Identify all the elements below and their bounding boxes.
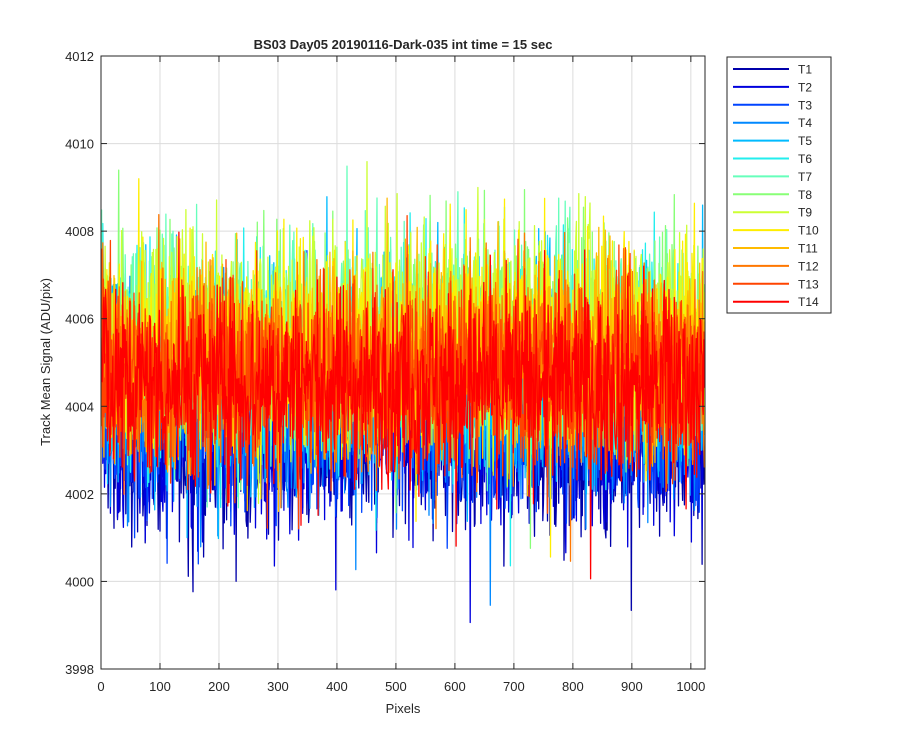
chart-title: BS03 Day05 20190116-Dark-035 int time = … (254, 37, 553, 52)
legend: T1 T2 T3 T4 T5 T6 T7 T8 T9 T10 T11 T12 T13 T14 (726, 56, 832, 314)
series-group (101, 161, 705, 624)
y-tick-label: 4004 (65, 399, 94, 414)
legend-label-t13: T13 (798, 277, 819, 291)
x-axis-label: Pixels (386, 701, 421, 716)
legend-label-t11: T11 (798, 242, 818, 256)
y-tick-label: 4012 (65, 49, 94, 64)
x-axis: 0 100 200 300 400 500 600 700 800 900 1000 (97, 56, 705, 694)
y-axis-label: Track Mean Signal (ADU/pix) (38, 278, 53, 446)
legend-label-t6: T6 (798, 152, 812, 166)
legend-box (726, 56, 832, 314)
legend-label-t5: T5 (798, 134, 812, 148)
x-tick-label: 300 (267, 679, 289, 694)
y-tick-label: 3998 (65, 662, 94, 677)
legend-label-t4: T4 (798, 116, 812, 130)
x-tick-label: 0 (97, 679, 104, 694)
legend-label-t3: T3 (798, 98, 812, 112)
x-tick-label: 800 (562, 679, 584, 694)
legend-label-t12: T12 (798, 259, 819, 273)
x-tick-label: 700 (503, 679, 525, 694)
y-tick-label: 4000 (65, 574, 94, 589)
x-tick-label: 1000 (676, 679, 705, 694)
y-tick-label: 4002 (65, 487, 94, 502)
y-tick-label: 4008 (65, 224, 94, 239)
legend-label-t8: T8 (798, 188, 812, 202)
legend-label-t7: T7 (798, 170, 812, 184)
y-tick-label: 4006 (65, 312, 94, 327)
plot-area-frame (100, 55, 706, 670)
x-tick-label: 100 (149, 679, 171, 694)
x-tick-label: 200 (208, 679, 230, 694)
x-tick-label: 500 (385, 679, 407, 694)
legend-label-t14: T14 (798, 295, 819, 309)
legend-label-t1: T1 (798, 63, 812, 77)
x-tick-label: 400 (326, 679, 348, 694)
y-axis: 3998 4000 4002 4004 4006 4008 4010 4012 (65, 49, 705, 677)
y-tick-label: 4010 (65, 137, 94, 152)
legend-label-t2: T2 (798, 80, 812, 94)
series-line-t14 (101, 231, 705, 580)
legend-label-t9: T9 (798, 206, 812, 220)
x-tick-label: 900 (621, 679, 643, 694)
legend-label-t10: T10 (798, 224, 819, 238)
x-tick-label: 600 (444, 679, 466, 694)
